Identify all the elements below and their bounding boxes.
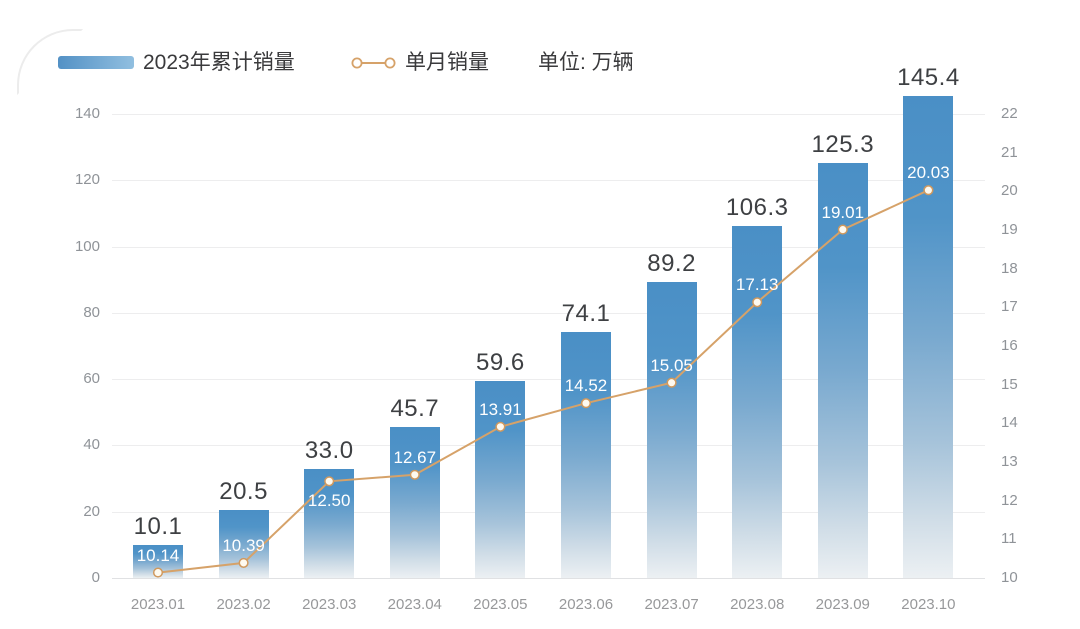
left-axis-tick: 20 [83, 502, 100, 520]
gridline [112, 511, 985, 513]
monthly-value-label: 17.13 [735, 275, 779, 295]
data-point [409, 469, 420, 480]
data-point [837, 224, 848, 235]
right-axis-tick: 14 [1001, 414, 1018, 432]
bar [304, 468, 355, 578]
bar [732, 225, 783, 578]
left-axis-tick: 80 [83, 303, 100, 321]
bar [903, 96, 954, 578]
right-axis-tick: 10 [1001, 569, 1018, 586]
bar-value-label: 74.1 [561, 300, 611, 328]
legend-bar-swatch [58, 56, 134, 69]
monthly-value-label: 15.05 [650, 355, 693, 375]
bar-value-label: 145.4 [897, 64, 960, 92]
data-point [152, 567, 164, 578]
data-point [752, 297, 763, 308]
monthly-value-label: 12.67 [393, 447, 437, 467]
bar-value-label: 10.1 [133, 512, 183, 540]
gridline [112, 246, 985, 248]
right-axis-tick: 18 [1001, 259, 1018, 277]
bar-value-label: 45.7 [390, 394, 440, 422]
right-axis-tick: 17 [1001, 298, 1018, 316]
bar-value-label: 59.6 [476, 348, 525, 376]
left-axis-tick: 100 [74, 237, 100, 255]
right-axis-tick: 21 [1001, 143, 1018, 161]
x-axis-tick: 2023.09 [815, 596, 870, 613]
monthly-value-label: 10.39 [222, 535, 265, 555]
gridline [112, 312, 985, 314]
gridline [112, 180, 985, 182]
data-point [238, 557, 249, 568]
unit-label: 单位: 万辆 [538, 51, 634, 74]
right-axis-tick: 11 [1001, 530, 1017, 548]
gridline [112, 379, 985, 381]
x-axis-tick: 2023.04 [387, 596, 442, 613]
x-axis-tick: 2023.10 [901, 596, 956, 613]
gridline [112, 114, 985, 115]
right-axis-tick: 20 [1001, 182, 1018, 200]
bar-value-label: 125.3 [811, 130, 875, 158]
x-axis-tick: 2023.07 [644, 596, 699, 613]
gridline [112, 445, 985, 447]
bar-value-label: 20.5 [219, 478, 268, 506]
x-axis-tick: 2023.06 [558, 596, 614, 613]
data-point [324, 476, 335, 487]
legend-line-label: 单月销量 [405, 51, 489, 74]
data-point [923, 185, 934, 196]
x-axis-tick: 2023.08 [730, 596, 785, 613]
data-point [666, 377, 677, 388]
monthly-value-label: 10.14 [136, 545, 180, 565]
gridline [112, 578, 985, 579]
right-axis-tick: 15 [1001, 375, 1018, 393]
left-axis-tick: 0 [91, 569, 100, 586]
monthly-value-label: 13.91 [479, 399, 522, 419]
monthly-value-label: 14.52 [564, 376, 608, 396]
data-point [580, 398, 592, 409]
right-axis-tick: 16 [1001, 337, 1018, 354]
left-axis-tick: 120 [74, 171, 100, 189]
right-axis-tick: 22 [1001, 105, 1018, 122]
x-axis-tick: 2023.03 [302, 596, 357, 613]
right-axis-tick: 13 [1001, 453, 1018, 470]
data-point [495, 421, 506, 432]
monthly-value-label: 12.50 [307, 491, 351, 511]
bar [475, 380, 526, 578]
bar [561, 332, 611, 578]
right-axis-tick: 19 [1001, 221, 1018, 238]
bar-value-label: 33.0 [304, 436, 354, 464]
x-axis-tick: 2023.01 [130, 596, 186, 613]
x-axis-tick: 2023.05 [473, 596, 528, 613]
bar [646, 282, 697, 578]
left-axis-tick: 40 [83, 436, 100, 454]
left-axis-tick: 140 [74, 105, 100, 122]
right-axis-tick: 12 [1001, 491, 1018, 509]
line-path [157, 189, 929, 574]
bar-value-label: 106.3 [725, 193, 789, 221]
bar-value-label: 89.2 [647, 250, 696, 278]
legend-line-marker-icon [351, 57, 396, 69]
bar [389, 426, 440, 578]
monthly-value-label: 19.01 [821, 202, 865, 222]
x-axis-tick: 2023.02 [216, 596, 271, 613]
legend-bar-label: 2023年累计销量 [143, 51, 295, 74]
left-axis-tick: 60 [83, 370, 100, 388]
monthly-value-label: 20.03 [907, 163, 950, 183]
